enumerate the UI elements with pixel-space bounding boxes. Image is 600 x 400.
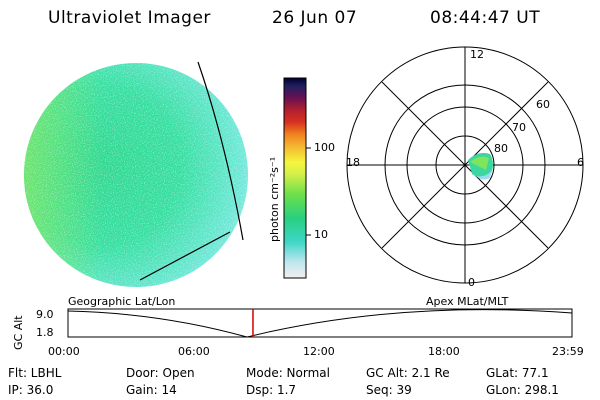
- timeline-xtick-3: 18:00: [428, 345, 460, 358]
- date-label: 26 Jun 07: [272, 8, 358, 28]
- glat-info: GLat: 77.1: [486, 366, 549, 380]
- color-scale-bar: [283, 77, 311, 279]
- gain-info: Gain: 14: [126, 383, 177, 397]
- dsp-info: Dsp: 1.7: [246, 383, 297, 397]
- mlt-label-18: 18: [346, 156, 360, 169]
- left-map-title: Geographic Lat/Lon: [68, 295, 176, 308]
- seq-info: Seq: 39: [366, 383, 412, 397]
- timeline-ytick-max: 9.0: [36, 308, 54, 321]
- boundary-line: [139, 231, 231, 281]
- timeline-xtick-0: 00:00: [48, 345, 80, 358]
- colorbar-tick-100: 100: [314, 141, 335, 154]
- gc-alt-info: GC Alt: 2.1 Re: [366, 366, 450, 380]
- timeline-ytick-min: 1.8: [36, 326, 54, 339]
- timeline-xtick-4: 23:59: [552, 345, 584, 358]
- instrument-title: Ultraviolet Imager: [48, 8, 211, 28]
- mlt-label-0: 0: [468, 276, 475, 289]
- lat-label-60: 60: [536, 98, 550, 111]
- glon-info: GLon: 298.1: [486, 383, 559, 397]
- lat-label-70: 70: [512, 121, 526, 134]
- timeline-xtick-1: 06:00: [178, 345, 210, 358]
- auroral-patch: [468, 152, 493, 180]
- mode-info: Mode: Normal: [246, 366, 330, 380]
- mlt-label-12: 12: [470, 48, 484, 61]
- ip-info: IP: 36.0: [8, 383, 54, 397]
- right-map-title: Apex MLat/MLT: [426, 295, 509, 308]
- door-info: Door: Open: [126, 366, 195, 380]
- lat-label-80: 80: [494, 142, 508, 155]
- mlt-label-6: 6: [577, 156, 584, 169]
- timeline-xtick-2: 12:00: [303, 345, 335, 358]
- terminator-line: [197, 61, 244, 241]
- filter-info: Flt: LBHL: [8, 366, 62, 380]
- altitude-curve: [67, 309, 573, 338]
- colorbar-tick-10: 10: [314, 228, 328, 241]
- time-label: 08:44:47 UT: [430, 8, 541, 28]
